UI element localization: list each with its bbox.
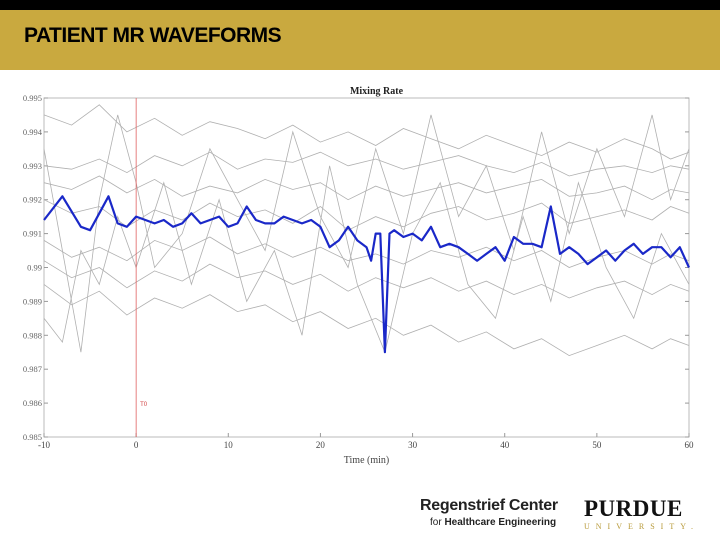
y-tick-label: 0.993 (23, 161, 42, 171)
regenstrief-logo-line2: for Healthcare Engineering (430, 517, 580, 528)
x-tick-label: 40 (500, 440, 510, 450)
series-line-patient-5 (43, 260, 690, 299)
chart-title: Mixing Rate (350, 86, 404, 97)
x-tick-label: 50 (592, 440, 602, 450)
y-tick-label: 0.988 (23, 330, 42, 340)
x-tick-label: -10 (38, 440, 50, 450)
slide-header-bar: PATIENT MR WAVEFORMS (0, 10, 720, 70)
y-tick-label: 0.992 (23, 195, 42, 205)
series-line-patient-2 (43, 175, 690, 201)
y-tick-label: 0.99 (27, 263, 42, 273)
regenstrief-logo: Regenstrief Center for Healthcare Engine… (420, 497, 580, 528)
series-line-mean (43, 195, 691, 354)
series-line-patient-7 (43, 114, 690, 353)
series-line-patient-6 (43, 284, 690, 357)
x-tick-label: 10 (224, 440, 234, 450)
y-tick-label: 0.986 (23, 398, 42, 408)
series-line-patient-1 (43, 151, 690, 177)
y-tick-label: 0.987 (23, 364, 42, 374)
x-tick-label: 20 (316, 440, 326, 450)
x-axis-label: Time (min) (344, 455, 389, 466)
t0-annotation: T0 (140, 402, 148, 408)
series-line-patient-9 (43, 104, 690, 160)
y-tick-label: 0.995 (23, 93, 42, 103)
regenstrief-logo-line1: Regenstrief Center (420, 497, 558, 514)
purdue-logo-name: PURDUE (584, 496, 683, 521)
y-tick-label: 0.989 (23, 296, 42, 306)
regenstrief-logo-bold: Healthcare Engineering (444, 517, 557, 528)
plot-frame (43, 97, 690, 438)
purdue-logo-sub: UNIVERSITY. (584, 522, 699, 531)
x-tick-label: 30 (408, 440, 418, 450)
top-black-strip (0, 0, 720, 10)
mixing-rate-chart: Mixing Rate 0.985 0.986 0.987 0.988 0.989 0.99… (23, 86, 695, 466)
y-tick-label: 0.985 (23, 432, 42, 442)
y-tick-label: 0.991 (23, 229, 42, 239)
regenstrief-logo-prefix: for (430, 517, 445, 528)
x-tick-label: 0 (134, 440, 139, 450)
slide-title: PATIENT MR WAVEFORMS (24, 24, 282, 47)
y-tick-label: 0.994 (23, 127, 43, 137)
purdue-logo: PURDUE UNIVERSITY. (584, 496, 704, 532)
x-tick-label: 60 (685, 440, 695, 450)
